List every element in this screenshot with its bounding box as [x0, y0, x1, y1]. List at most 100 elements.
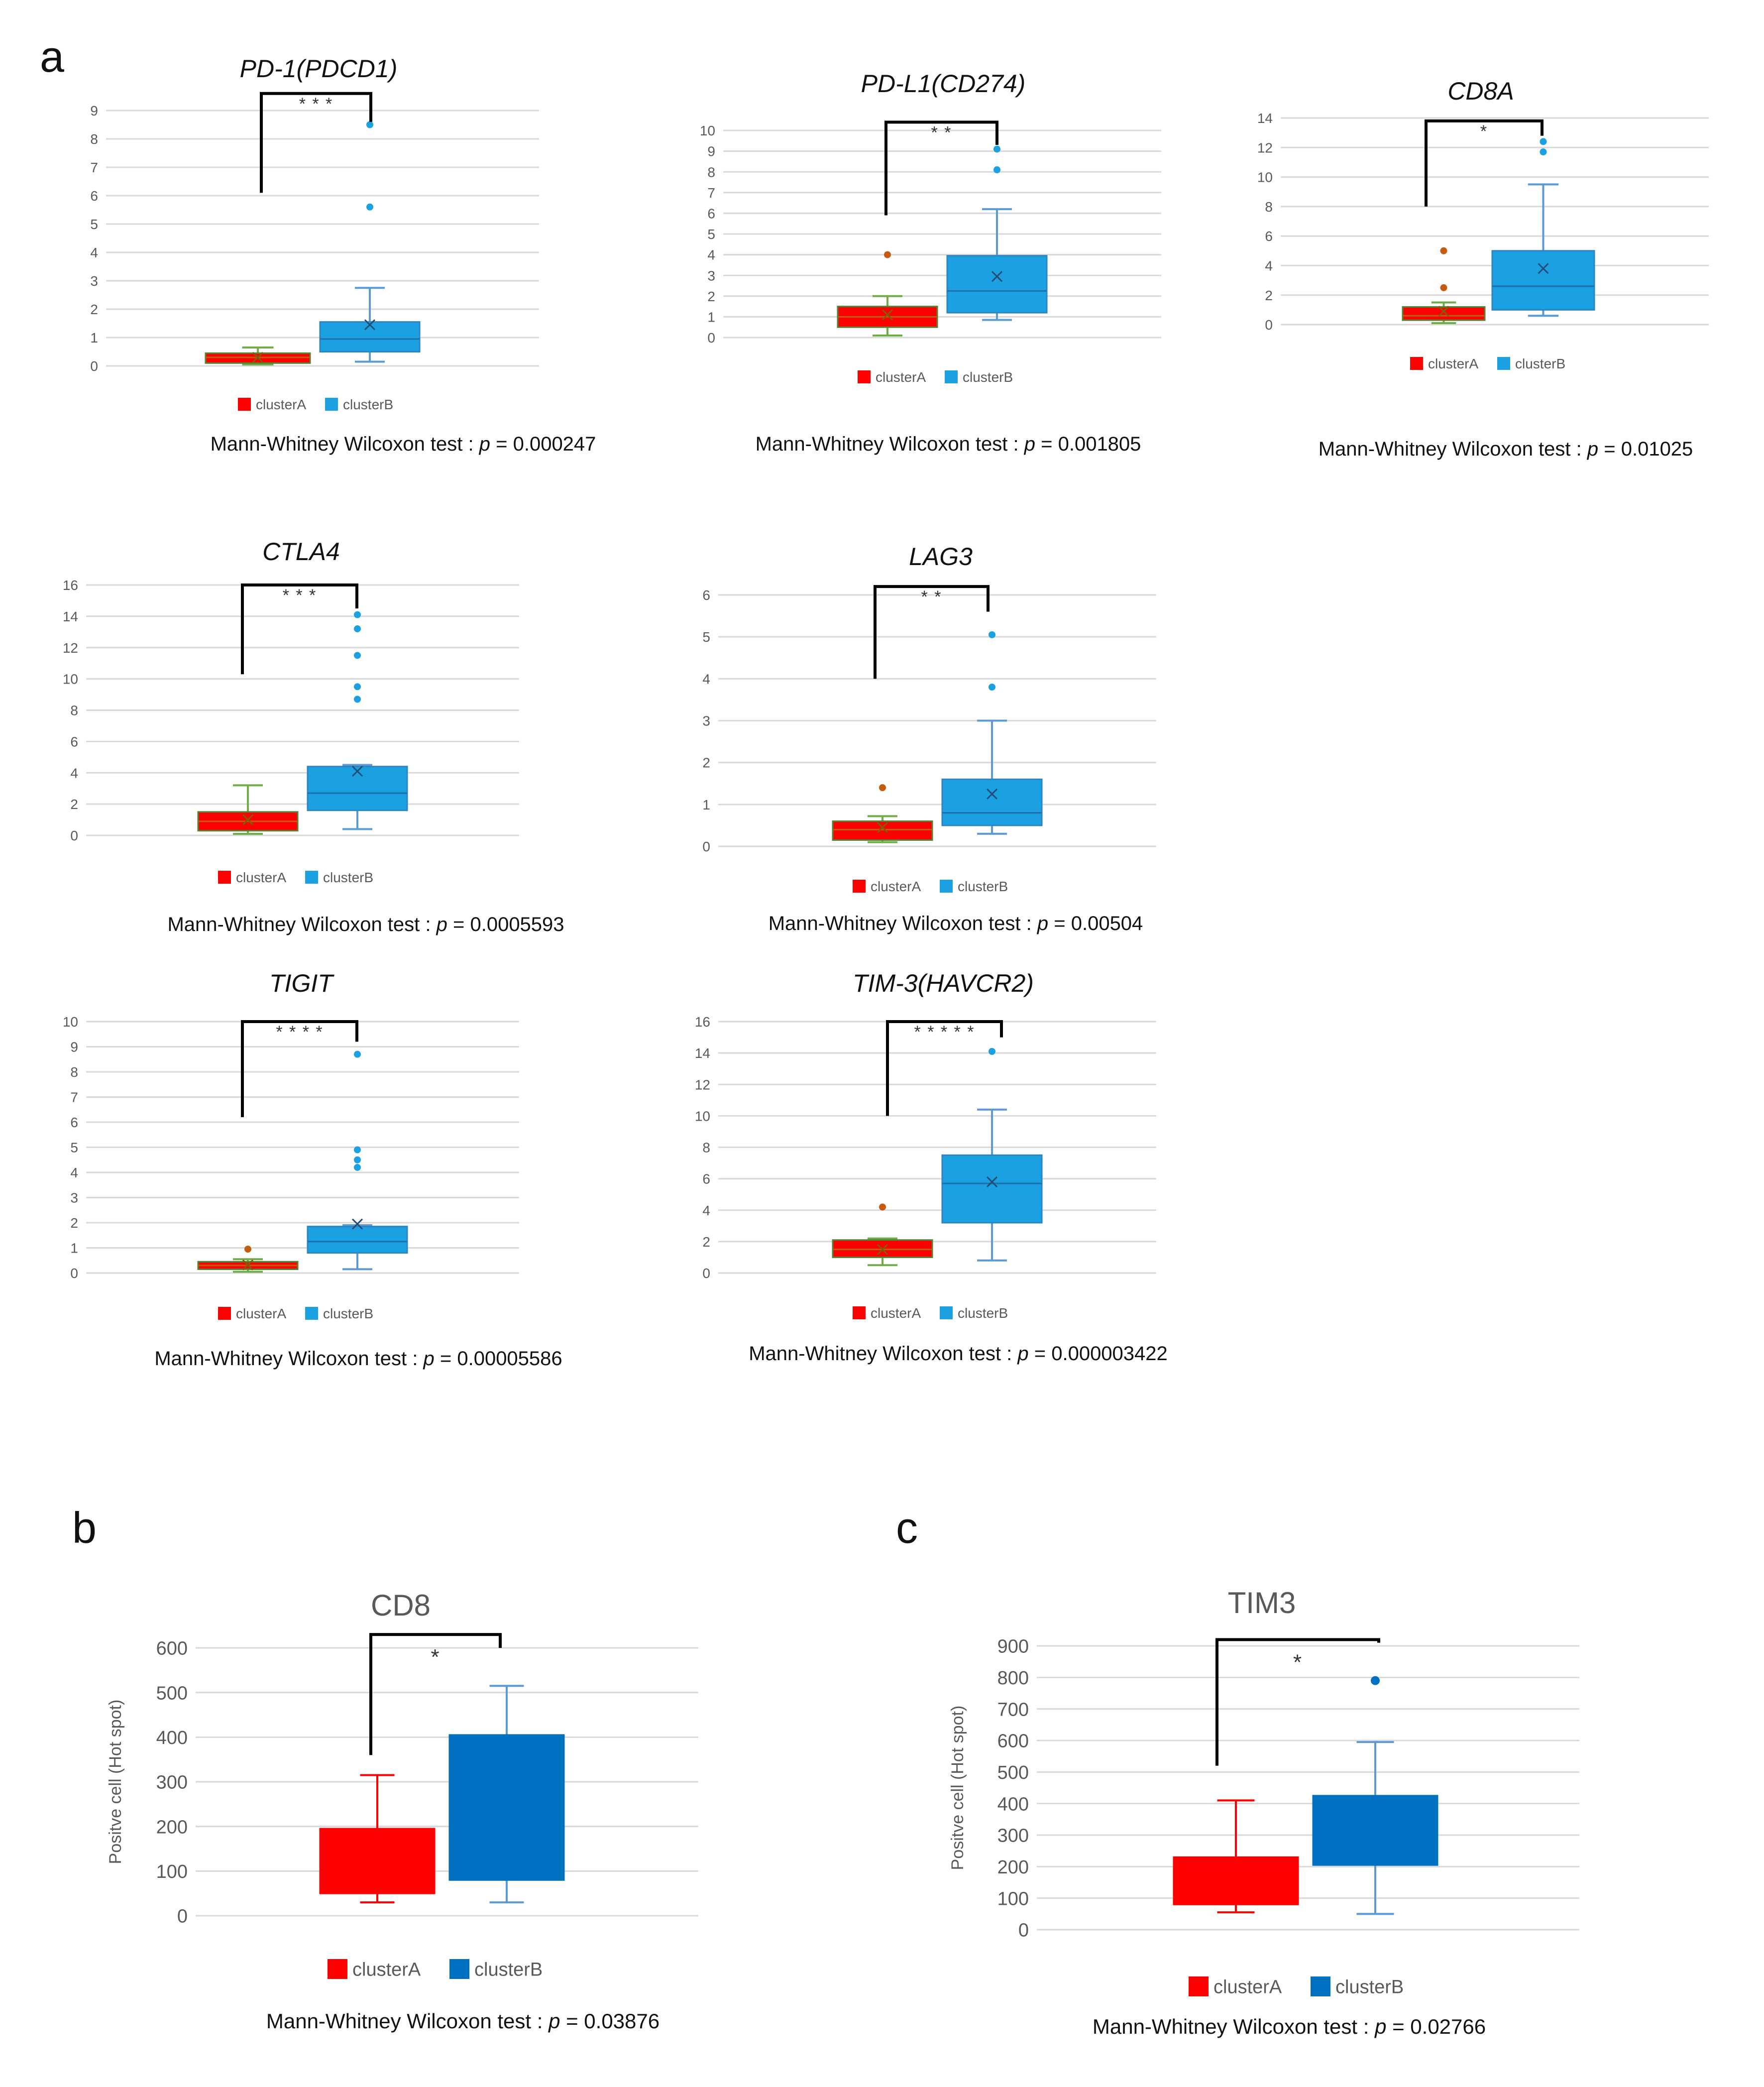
- test-result: Mann-Whitney Wilcoxon test : p = 0.02766: [1093, 2015, 1486, 2038]
- y-tick-label: 100: [156, 1861, 188, 1882]
- outlier-point: [354, 625, 361, 633]
- legend-swatch: [853, 880, 866, 893]
- y-tick-label: 200: [156, 1817, 188, 1838]
- test-name: Mann-Whitney Wilcoxon test :: [1319, 438, 1587, 460]
- test-result: Mann-Whitney Wilcoxon test : p = 0.01025: [1319, 438, 1693, 460]
- y-tick-label: 1: [702, 797, 710, 812]
- box-clusterB: [307, 1226, 408, 1254]
- significance-bracket: [241, 1020, 358, 1117]
- y-axis-label: Positve cell (Hot spot): [106, 1700, 125, 1864]
- legend-swatch: [218, 871, 231, 884]
- chart-2: 0 1 2 3 4 5 6 7 8 9 10 PD-L1(CD274) * * clusterA clust…: [700, 70, 1161, 455]
- y-tick-label: 0: [90, 358, 98, 374]
- significance-bracket: [886, 1020, 1003, 1116]
- box-clusterB: [941, 778, 1043, 826]
- legend-label: clusterA: [1213, 1977, 1282, 1998]
- chart-8: 0 100 200 300 400 500 600 CD8 Positve cell (Hot …: [106, 1589, 698, 2033]
- outlier-point: [1440, 284, 1447, 291]
- legend-label: clusterB: [963, 369, 1013, 385]
- y-tick-label: 9: [70, 1040, 78, 1055]
- y-tick-label: 9: [90, 103, 98, 118]
- y-tick-label: 100: [997, 1888, 1029, 1909]
- y-tick-label: 6: [90, 188, 98, 204]
- p-value: = 0.000003422: [1029, 1343, 1168, 1365]
- y-tick-label: 6: [1265, 229, 1273, 244]
- outlier-point: [366, 203, 373, 211]
- legend-swatch: [853, 1306, 866, 1319]
- y-tick-label: 600: [156, 1638, 188, 1659]
- y-tick-label: 0: [707, 330, 715, 346]
- mean-marker: [986, 788, 998, 800]
- p-label: p: [1017, 1343, 1028, 1365]
- y-tick-label: 2: [70, 1215, 78, 1231]
- y-tick-label: 600: [997, 1731, 1029, 1752]
- legend-label: clusterB: [474, 1960, 543, 1980]
- significance-stars: * * * *: [276, 1023, 323, 1042]
- y-tick-label: 16: [695, 1014, 710, 1030]
- outlier-point: [354, 1146, 361, 1154]
- panel-label-a: a: [40, 32, 64, 81]
- legend-swatch: [1311, 1976, 1330, 1996]
- y-tick-label: 8: [702, 1140, 710, 1156]
- y-tick-label: 500: [156, 1683, 188, 1704]
- significance-bracket: [1425, 119, 1544, 207]
- chart-title: PD-1(PDCD1): [240, 55, 398, 83]
- significance-stars: * * * * *: [914, 1023, 975, 1042]
- box-clusterB: [307, 766, 408, 812]
- y-tick-label: 0: [702, 839, 710, 854]
- y-tick-label: 12: [63, 640, 78, 656]
- legend-swatch: [238, 398, 251, 411]
- y-tick-label: 10: [63, 672, 78, 687]
- y-tick-label: 700: [997, 1699, 1029, 1720]
- y-tick-label: 4: [702, 671, 710, 687]
- y-tick-label: 6: [707, 206, 715, 221]
- legend-swatch: [945, 370, 958, 383]
- p-value: = 0.03876: [560, 2009, 660, 2033]
- legend-label: clusterB: [958, 879, 1008, 894]
- significance-bracket: [260, 92, 372, 193]
- outlier-point: [354, 696, 361, 703]
- legend-swatch: [940, 880, 953, 893]
- y-tick-label: 10: [1257, 170, 1273, 185]
- legend-swatch: [1189, 1976, 1209, 1996]
- mean-marker: [1538, 263, 1549, 274]
- y-tick-label: 3: [702, 713, 710, 729]
- mean-marker: [877, 1244, 888, 1255]
- chart-3: 0 2 4 6 8 10 12 14 CD8A * clusterA clusterB Mann-Whi…: [1257, 77, 1709, 460]
- y-tick-label: 0: [70, 1266, 78, 1281]
- y-tick-label: 10: [700, 123, 715, 138]
- legend-swatch: [328, 1959, 347, 1979]
- y-tick-label: 8: [1265, 199, 1273, 215]
- y-tick-label: 200: [997, 1857, 1029, 1878]
- p-label: p: [1374, 2015, 1386, 2038]
- y-tick-label: 3: [90, 273, 98, 289]
- chart-1: 0 1 2 3 4 5 6 7 8 9 PD-1(PDCD1) * * * clusterA cluste…: [90, 55, 596, 455]
- legend-swatch: [305, 871, 318, 884]
- box-clusterB: [319, 321, 421, 353]
- y-tick-label: 14: [1257, 111, 1273, 126]
- legend-swatch: [1497, 357, 1510, 370]
- y-tick-label: 6: [702, 587, 710, 603]
- test-name: Mann-Whitney Wilcoxon test :: [154, 1348, 423, 1370]
- chart-5: 0 1 2 3 4 5 6 LAG3 * * clusterA clusterB Mann-Whitn…: [702, 543, 1156, 934]
- outlier-point: [1540, 148, 1547, 156]
- legend-swatch: [325, 398, 338, 411]
- chart-title: CTLA4: [262, 538, 340, 566]
- legend-label: clusterB: [343, 397, 393, 412]
- y-tick-label: 1: [90, 330, 98, 346]
- box-clusterA: [1402, 306, 1486, 321]
- y-tick-label: 14: [695, 1045, 710, 1061]
- mean-marker: [351, 766, 363, 777]
- y-tick-label: 900: [997, 1636, 1029, 1657]
- test-name: Mann-Whitney Wilcoxon test :: [211, 433, 479, 455]
- y-tick-label: 1: [707, 309, 715, 325]
- p-value: = 0.000247: [490, 433, 596, 455]
- test-name: Mann-Whitney Wilcoxon test :: [167, 914, 436, 935]
- y-tick-label: 10: [63, 1014, 78, 1030]
- significance-bracket: [1215, 1638, 1380, 1766]
- legend-swatch: [305, 1307, 318, 1320]
- y-tick-label: 2: [702, 1234, 710, 1250]
- y-axis-label: Positve cell (Hot spot): [948, 1706, 967, 1870]
- outlier-point: [244, 1246, 251, 1253]
